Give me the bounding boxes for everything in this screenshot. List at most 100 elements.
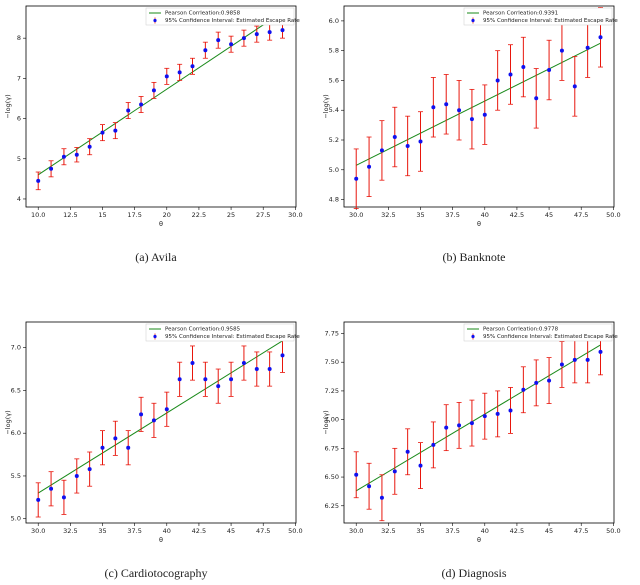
- point: [482, 112, 487, 117]
- point: [74, 473, 79, 478]
- point: [495, 78, 500, 83]
- x-tick-label: 35: [416, 527, 424, 535]
- y-tick-label: 5.0: [329, 166, 339, 174]
- point: [392, 135, 397, 140]
- point: [354, 176, 359, 181]
- point: [444, 425, 449, 430]
- y-axis-label: −log(γ): [322, 410, 330, 434]
- point: [229, 377, 234, 382]
- point: [457, 423, 462, 428]
- y-axis-label: −log(γ): [4, 94, 12, 118]
- point: [367, 164, 372, 169]
- legend-swatch: [153, 334, 157, 339]
- point: [216, 384, 221, 389]
- point: [113, 436, 118, 441]
- point: [521, 387, 526, 392]
- point: [87, 144, 92, 149]
- legend-label: Pearson Corrleation:0.9391: [483, 11, 558, 17]
- legend-swatch: [471, 334, 475, 339]
- point: [267, 30, 272, 35]
- point: [559, 362, 564, 367]
- legend-box: [145, 323, 295, 342]
- y-tick-label: 5.0: [11, 515, 21, 523]
- x-tick-label: 45: [545, 527, 553, 535]
- y-tick-label: 6.50: [325, 473, 339, 481]
- point: [254, 367, 259, 372]
- point: [139, 412, 144, 417]
- point: [534, 96, 539, 101]
- y-tick-label: 6.0: [329, 17, 339, 25]
- legend-box: [463, 7, 613, 26]
- y-tick-label: 5.6: [329, 76, 339, 84]
- fit-line: [355, 344, 601, 492]
- point: [126, 108, 131, 113]
- point: [190, 64, 195, 69]
- y-tick-label: 6.0: [11, 429, 21, 437]
- point: [61, 154, 66, 159]
- fit-line: [355, 42, 601, 166]
- x-tick-label: 27.5: [256, 211, 270, 219]
- y-tick-label: 7.75: [325, 329, 339, 337]
- legend-label: 95% Confidence Interval: Estimated Escap…: [483, 18, 618, 24]
- x-tick-label: 37.5: [445, 211, 459, 219]
- point: [267, 367, 272, 372]
- point: [254, 32, 259, 37]
- x-tick-label: 42.5: [510, 527, 524, 535]
- y-tick-label: 6.25: [325, 502, 339, 510]
- y-tick-label: 6.75: [325, 444, 339, 452]
- caption: (d) Diagnosis: [442, 566, 507, 580]
- point: [74, 152, 79, 157]
- fit-line: [37, 340, 283, 494]
- point: [521, 65, 526, 70]
- x-tick-label: 30.0: [349, 211, 363, 219]
- point: [100, 130, 105, 135]
- point: [190, 361, 195, 366]
- point: [139, 102, 144, 107]
- subplot: 30.0 32.5 35 37.5 40 42.5 45 47.5 50.0 6.25 6.50 6.…: [322, 321, 621, 580]
- point: [508, 408, 513, 413]
- plot-frame: [343, 5, 615, 208]
- caption: (a) Avila: [135, 250, 177, 264]
- y-tick-label: 5.2: [329, 136, 339, 144]
- point: [151, 418, 156, 423]
- caption: (b) Banknote: [443, 250, 506, 264]
- point: [482, 414, 487, 419]
- x-tick-label: 42.5: [510, 211, 524, 219]
- point: [598, 35, 603, 40]
- x-tick-label: 32.5: [381, 527, 395, 535]
- x-axis-label: θ: [477, 536, 481, 544]
- point: [559, 48, 564, 53]
- y-tick-label: 4: [17, 195, 21, 203]
- subplot: 30.0 32.5 35 37.5 40 42.5 45 47.5 50.0 5.0 5.5 6.0 6…: [4, 321, 303, 580]
- point: [216, 38, 221, 43]
- x-tick-label: 17.5: [127, 211, 141, 219]
- x-axis-label: θ: [159, 536, 163, 544]
- point: [164, 407, 169, 412]
- x-tick-label: 25: [227, 211, 235, 219]
- x-tick-label: 40: [481, 211, 489, 219]
- point: [241, 36, 246, 41]
- y-axis-label: −log(γ): [322, 94, 330, 118]
- subplot: 10.0 12.5 15 17.5 20 22.5 25 27.5 30.0 4 5 6 7 8 θ −log…: [4, 5, 303, 264]
- x-tick-label: 37.5: [127, 527, 141, 535]
- point: [36, 497, 41, 502]
- y-tick-label: 5.8: [329, 47, 339, 55]
- y-tick-label: 7.50: [325, 358, 339, 366]
- point: [508, 72, 513, 77]
- point: [241, 361, 246, 366]
- y-tick-label: 5.4: [329, 106, 339, 114]
- legend-label: 95% Confidence Interval: Estimated Escap…: [165, 334, 300, 340]
- x-tick-label: 32.5: [381, 211, 395, 219]
- point: [36, 178, 41, 183]
- point: [379, 495, 384, 500]
- point: [598, 349, 603, 354]
- point: [431, 442, 436, 447]
- point: [100, 445, 105, 450]
- x-tick-label: 50.0: [288, 527, 302, 535]
- point: [405, 449, 410, 454]
- y-tick-label: 7: [17, 74, 21, 82]
- point: [126, 445, 131, 450]
- point: [534, 380, 539, 385]
